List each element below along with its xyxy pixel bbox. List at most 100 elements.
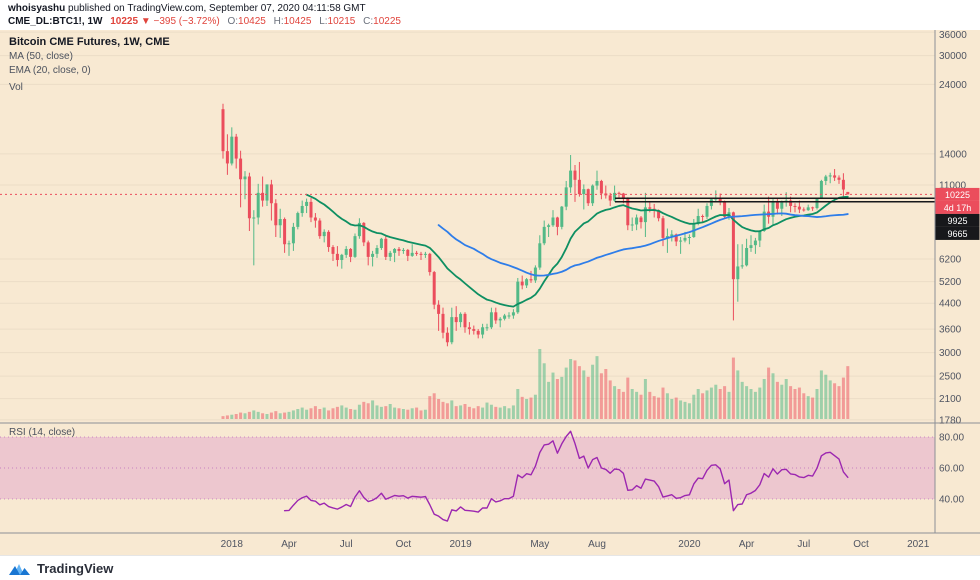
rsi-axis-label: 40.00 — [939, 495, 964, 506]
candle-body — [696, 215, 700, 224]
close-value: 10225 — [373, 16, 401, 27]
volume-bar — [472, 408, 476, 419]
candle-body — [837, 177, 841, 180]
chart-title[interactable]: Bitcoin CME Futures, 1W, CME — [9, 36, 170, 48]
volume-bar — [388, 404, 392, 419]
candle-body — [230, 136, 234, 164]
candle-body — [406, 249, 410, 256]
volume-bar — [305, 409, 309, 419]
volume-bar — [705, 390, 709, 419]
candle-body — [643, 207, 647, 223]
price-change: ▼ −395 (−3.72%) — [140, 16, 220, 27]
price-axis-label: 24000 — [939, 80, 967, 91]
volume-bar — [639, 394, 643, 419]
candle-body — [555, 217, 559, 227]
time-axis-label: 2018 — [221, 539, 244, 550]
volume-bar — [635, 391, 639, 419]
candle-body — [371, 253, 375, 257]
price-label-chip-text: 4d 17h — [944, 203, 972, 213]
candle-body — [630, 224, 634, 226]
indicator-rsi-label[interactable]: RSI (14, close) — [9, 427, 76, 438]
footer: TradingView — [0, 555, 980, 580]
candle-body — [269, 184, 273, 204]
candle-body — [520, 281, 524, 286]
candle-body — [599, 180, 603, 194]
candle-body — [322, 231, 326, 237]
time-axis-label: Oct — [853, 539, 869, 550]
candle-body — [745, 247, 749, 266]
volume-bar — [837, 386, 841, 419]
price-label-chip-text: 9665 — [947, 229, 967, 239]
candle-body — [305, 201, 309, 206]
volume-bar — [740, 381, 744, 419]
volume-bar — [617, 389, 621, 419]
volume-bar — [340, 405, 344, 419]
indicator-volume-label[interactable]: Vol — [9, 82, 23, 93]
candle-body — [366, 242, 370, 257]
volume-bar — [828, 380, 832, 419]
volume-bar — [415, 407, 419, 419]
candle-body — [762, 211, 766, 232]
volume-bar — [696, 389, 700, 419]
time-axis-label: Apr — [739, 539, 755, 550]
volume-bar — [758, 387, 762, 419]
candle-body — [793, 205, 797, 207]
candle-body — [665, 236, 669, 238]
price-axis-label: 14000 — [939, 149, 967, 160]
volume-bar — [278, 413, 282, 419]
candle-body — [344, 248, 348, 255]
candle-body — [481, 327, 485, 335]
indicator-ema20-label[interactable]: EMA (20, close, 0) — [9, 65, 91, 76]
volume-bar — [736, 370, 740, 419]
volume-bar — [362, 401, 366, 419]
volume-bar — [665, 393, 669, 419]
volume-bar — [401, 409, 405, 419]
volume-bar — [533, 394, 537, 419]
volume-bar — [802, 393, 806, 419]
author-name: whoisyashu — [8, 3, 66, 14]
candle-body — [252, 217, 256, 219]
volume-bar — [657, 397, 661, 419]
candle-body — [538, 243, 542, 268]
volume-bar — [366, 403, 370, 419]
volume-bar — [608, 380, 612, 419]
volume-bar — [419, 410, 423, 419]
price-axis-label: 36000 — [939, 30, 967, 41]
candle-body — [485, 327, 489, 329]
indicator-ma50-label[interactable]: MA (50, close) — [9, 51, 73, 62]
tradingview-logo-icon[interactable] — [9, 561, 31, 576]
price-axis-label: 3600 — [939, 325, 962, 336]
candle-body — [701, 215, 705, 217]
volume-bar — [621, 391, 625, 419]
volume-bar — [296, 409, 300, 419]
volume-bar — [225, 415, 229, 419]
close-label: C: — [363, 16, 374, 27]
volume-bar — [630, 389, 634, 419]
price-label-chip — [935, 187, 980, 201]
volume-bar — [283, 412, 287, 419]
volume-bar — [648, 391, 652, 419]
volume-bar — [344, 407, 348, 419]
candle-body — [525, 279, 529, 286]
candle-body — [401, 249, 405, 251]
candle-body — [388, 252, 392, 257]
price-axis-label: 2500 — [939, 372, 962, 383]
candle-body — [445, 332, 449, 343]
volume-bar — [775, 381, 779, 419]
volume-bar — [613, 386, 617, 419]
volume-bar — [450, 400, 454, 419]
candle-body — [467, 327, 471, 330]
volume-bar — [753, 391, 757, 419]
candle-body — [472, 329, 476, 331]
candle-body — [511, 312, 515, 316]
volume-bar — [683, 401, 687, 419]
price-axis-label: 11000 — [939, 181, 967, 192]
candle-body — [582, 189, 586, 195]
candle-body — [687, 237, 691, 239]
volume-bar — [498, 407, 502, 419]
candle-body — [833, 175, 837, 178]
volume-bar — [252, 410, 256, 419]
brand-name[interactable]: TradingView — [37, 560, 114, 576]
candle-body — [797, 206, 801, 210]
